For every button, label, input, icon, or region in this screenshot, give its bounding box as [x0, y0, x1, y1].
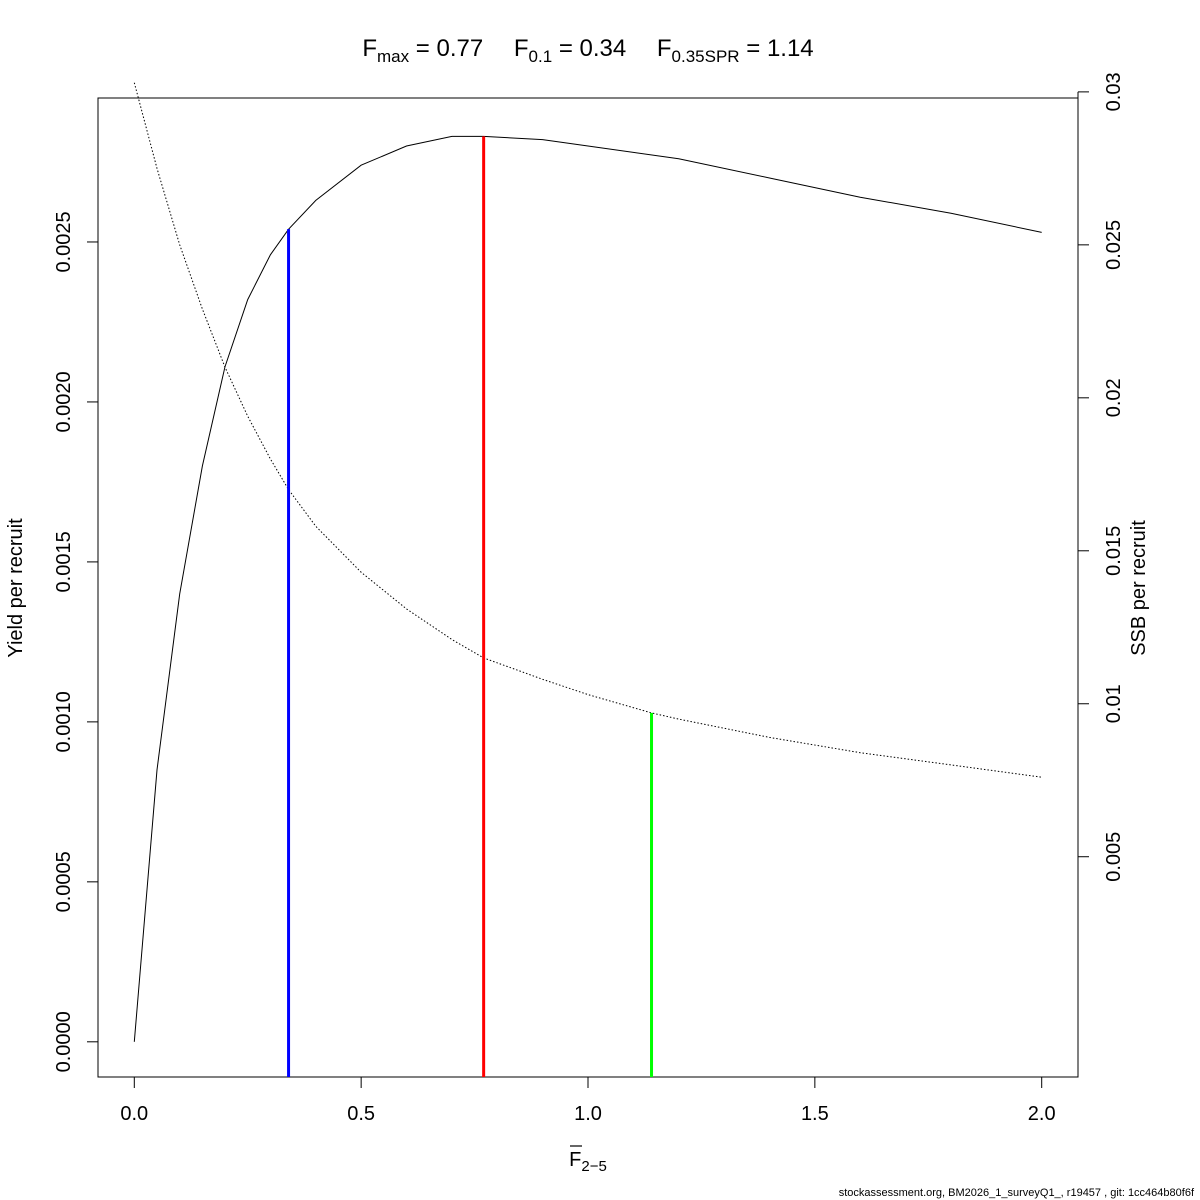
x-axis-label-text: F2−5 — [569, 1149, 607, 1175]
title-subscript: max — [377, 47, 410, 66]
title-value: = 0.34 — [552, 35, 626, 62]
reference-lines — [287, 136, 654, 1077]
y-left-tick-label: 0.0020 — [53, 371, 75, 432]
y-axis-left: 0.0000 0.0005 0.0010 0.0015 0.0020 0.0025 — [53, 211, 99, 1072]
title-symbol: F — [626, 35, 671, 62]
x-axis-label: F2−5 — [569, 1145, 607, 1175]
ssb-per-recruit-line — [133, 82, 1042, 778]
x-axis-label-symbol: F — [569, 1149, 581, 1171]
y-right-tick-label: 0.01 — [1103, 684, 1125, 723]
x-axis: 0.0 0.5 1.0 1.5 2.0 — [120, 1076, 1056, 1125]
y-left-tick-label: 0.0025 — [53, 211, 75, 272]
title-value: = 0.77 — [409, 35, 483, 62]
footer-text: stockassessment.org, BM2026_1_surveyQ1_,… — [839, 1187, 1195, 1199]
y-left-tick-label: 0.0000 — [53, 1011, 75, 1072]
y-right-tick-label: 0.02 — [1103, 378, 1125, 417]
y-right-tick-label: 0.03 — [1103, 72, 1125, 111]
title-subscript: 0.1 — [529, 47, 553, 66]
y-axis-label-right: SSB per recruit — [1128, 520, 1150, 656]
y-left-tick-label: 0.0005 — [53, 851, 75, 912]
x-tick-label: 1.0 — [574, 1103, 602, 1125]
title-subscript: 0.35SPR — [672, 47, 740, 66]
y-right-tick-label: 0.005 — [1103, 832, 1125, 882]
x-tick-label: 0.5 — [347, 1103, 375, 1125]
chart-title: Fmax = 0.77 F0.1 = 0.34 F0.35SPR = 1.14 — [362, 35, 813, 66]
x-tick-label: 0.0 — [120, 1103, 148, 1125]
y-axis-right: 0.005 0.01 0.015 0.02 0.025 0.03 — [1077, 72, 1125, 882]
y-axis-label-left: Yield per recruit — [5, 518, 27, 658]
title-value: = 1.14 — [740, 35, 814, 62]
y-left-tick-label: 0.0015 — [53, 531, 75, 592]
title-symbol: F — [362, 35, 377, 62]
series-layer — [133, 82, 1042, 1042]
plot-frame — [97, 97, 1079, 1078]
title-symbol: F — [483, 35, 528, 62]
x-tick-label: 1.5 — [801, 1103, 829, 1125]
x-axis-label-subscript: 2−5 — [581, 1158, 606, 1175]
x-tick-label: 2.0 — [1028, 1103, 1056, 1125]
y-left-tick-label: 0.0010 — [53, 691, 75, 752]
y-right-tick-label: 0.025 — [1103, 220, 1125, 270]
chart-title-text: Fmax = 0.77 F0.1 = 0.34 F0.35SPR = 1.14 — [362, 35, 813, 66]
yield-per-recruit-line — [133, 135, 1042, 1042]
y-right-tick-label: 0.015 — [1103, 526, 1125, 576]
